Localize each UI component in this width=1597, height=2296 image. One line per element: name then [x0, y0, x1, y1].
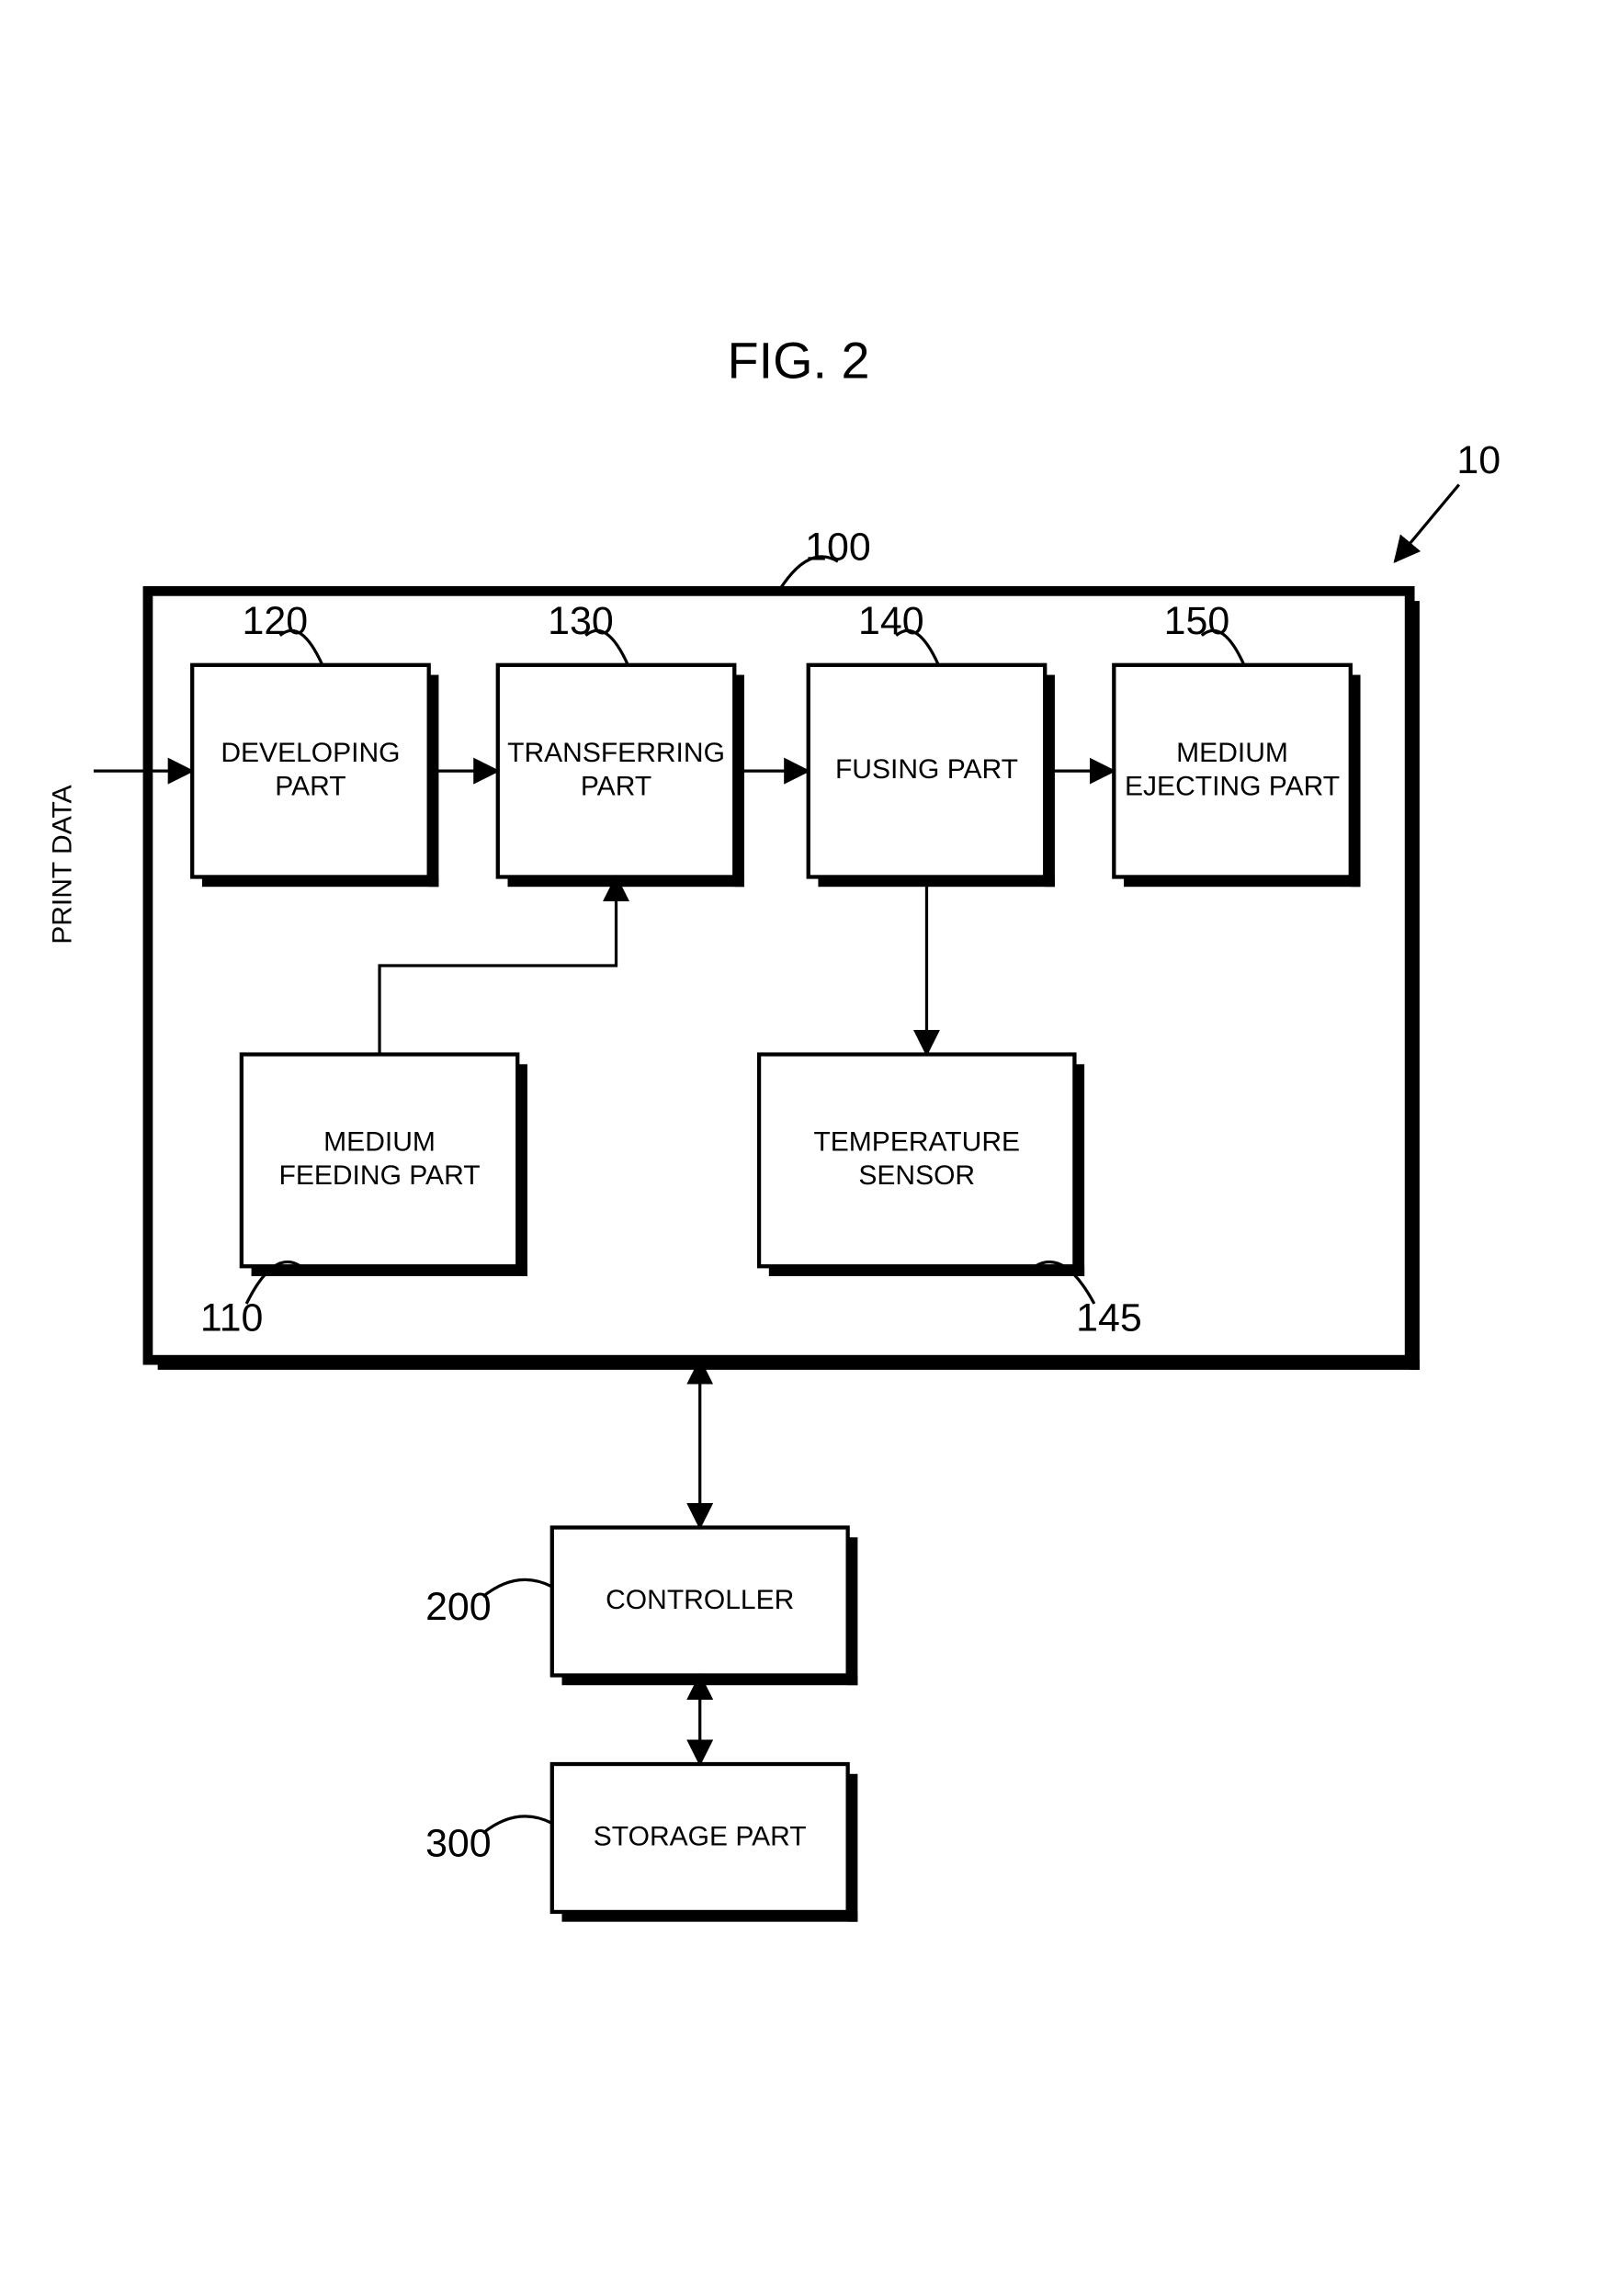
ref-140: 140 — [858, 599, 924, 643]
medium-feeding-part-l2: FEEDING PART — [279, 1160, 481, 1191]
transferring-part-l2: PART — [581, 771, 651, 801]
leader-300 — [483, 1816, 552, 1833]
ref-100: 100 — [805, 526, 871, 570]
temperature-sensor-l2: SENSOR — [858, 1160, 975, 1191]
ref-120: 120 — [243, 599, 309, 643]
temperature-sensor-l1: TEMPERATURE — [813, 1127, 1020, 1158]
print-data-label: PRINT DATA — [48, 785, 78, 944]
controller-l1: CONTROLLER — [606, 1585, 794, 1615]
developing-part-l1: DEVELOPING — [221, 738, 400, 768]
leader-200 — [483, 1579, 552, 1596]
medium-ejecting-part-l2: EJECTING PART — [1125, 771, 1340, 801]
transferring-part-l1: TRANSFERRING — [507, 738, 725, 768]
fusing-part-l1: FUSING PART — [835, 754, 1018, 785]
ref-200: 200 — [425, 1585, 492, 1629]
ref-10: 10 — [1456, 438, 1501, 482]
ref-130: 130 — [548, 599, 614, 643]
ref-10-arrow — [1395, 484, 1459, 561]
medium-feeding-part-l1: MEDIUM — [323, 1127, 436, 1158]
ref-145: 145 — [1076, 1296, 1142, 1340]
developing-part-l2: PART — [275, 771, 345, 801]
ref-110: 110 — [200, 1296, 263, 1340]
ref-150: 150 — [1164, 599, 1230, 643]
medium-ejecting-part-l1: MEDIUM — [1176, 738, 1288, 768]
ref-300: 300 — [425, 1821, 492, 1865]
block-diagram: FIG. 210100DEVELOPINGPARTTRANSFERRINGPAR… — [0, 0, 1597, 2296]
storage-part-l1: STORAGE PART — [594, 1821, 807, 1851]
figure-title: FIG. 2 — [728, 332, 870, 389]
